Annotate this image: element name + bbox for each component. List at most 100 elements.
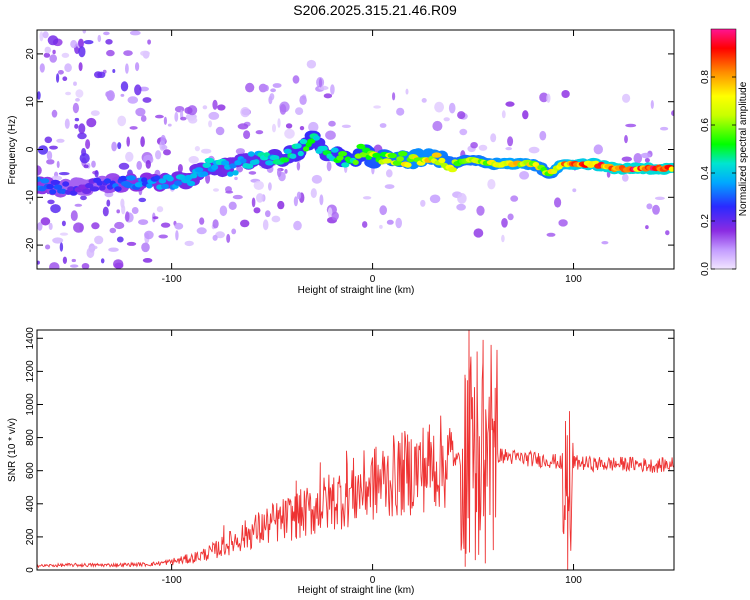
noise-blob	[202, 105, 208, 110]
ridge-blob	[398, 151, 408, 157]
noise-blob	[660, 126, 669, 131]
ridge-blob	[392, 160, 403, 166]
noise-blob	[100, 258, 105, 264]
colorbar-gradient	[710, 28, 737, 270]
noise-blob	[624, 135, 628, 144]
noise-blob	[129, 126, 138, 130]
noise-blob	[174, 111, 179, 122]
noise-blob	[601, 241, 609, 245]
noise-blob	[501, 110, 506, 119]
noise-blob	[299, 95, 307, 105]
noise-blob	[373, 105, 381, 109]
colorbar-tick-label: 0.6	[700, 118, 711, 132]
noise-blob	[501, 218, 508, 228]
noise-blob	[160, 222, 171, 228]
noise-blob	[94, 170, 99, 178]
noise-blob	[325, 130, 336, 140]
noise-blob	[49, 145, 58, 150]
noise-blob	[392, 92, 396, 101]
ridge-blob	[118, 175, 128, 182]
noise-blob	[37, 91, 41, 100]
noise-blob	[271, 215, 281, 223]
ridge-blob	[387, 152, 397, 159]
noise-blob	[83, 164, 89, 169]
ridge-blob	[126, 175, 136, 181]
noise-blob	[142, 258, 153, 263]
noise-blob	[64, 63, 72, 73]
ridge-blob	[269, 155, 280, 161]
noise-blob	[487, 179, 496, 190]
ridge-blob	[158, 178, 167, 184]
noise-blob	[331, 211, 339, 221]
noise-blob	[237, 123, 249, 130]
snr-y-label: SNR (10 * v/v)	[7, 418, 18, 482]
ridge-blob	[67, 186, 75, 192]
noise-blob	[73, 81, 77, 86]
ridge-blob	[211, 164, 219, 170]
noise-blob	[528, 146, 540, 154]
noise-blob	[448, 102, 456, 114]
noise-blob	[141, 242, 150, 253]
noise-blob	[386, 169, 393, 178]
ridge-blob	[447, 166, 457, 173]
noise-blob	[90, 245, 98, 250]
ridge-blob	[382, 158, 392, 164]
noise-blob	[125, 211, 130, 222]
noise-blob	[253, 180, 264, 190]
ridge-blob	[229, 163, 237, 169]
noise-blob	[78, 123, 86, 134]
noise-blob	[74, 117, 80, 122]
noise-blob	[644, 158, 650, 163]
noise-blob	[478, 144, 488, 151]
ridge-blob	[99, 185, 106, 191]
noise-blob	[507, 136, 514, 147]
colorbar: 0.0 0.2 0.4 0.6 0.8 Normalized spectral ampl…	[700, 28, 749, 276]
noise-blob	[116, 209, 120, 214]
noise-blob	[56, 160, 60, 169]
colorbar-ticks: 0.0 0.2 0.4 0.6 0.8	[700, 70, 736, 276]
noise-blob	[263, 84, 269, 92]
ridge-blob	[232, 170, 239, 176]
figure-title: S206.2025.315.21.46.R09	[293, 2, 457, 18]
noise-blob	[272, 123, 276, 133]
noise-blob	[405, 88, 409, 95]
noise-blob	[174, 106, 185, 113]
noise-blob	[284, 128, 295, 139]
noise-blob	[111, 141, 117, 152]
noise-blob	[295, 107, 304, 115]
ridge-blob	[37, 176, 42, 182]
ridge-blob	[303, 146, 310, 152]
noise-blob	[572, 188, 577, 193]
noise-blob	[319, 194, 324, 206]
noise-blob	[490, 133, 497, 143]
spectrogram-y-label: Frequency (Hz)	[7, 116, 18, 185]
noise-blob	[37, 222, 43, 231]
ridge-blob	[338, 151, 348, 157]
noise-blob	[558, 219, 568, 227]
noise-blob	[78, 62, 83, 72]
y-tick-label: 600	[25, 462, 36, 479]
noise-blob	[61, 52, 70, 58]
noise-blob	[310, 188, 317, 199]
noise-blob	[296, 191, 302, 200]
ridge-blob	[200, 171, 209, 177]
ridge-blob	[161, 183, 169, 190]
noise-blob	[184, 107, 193, 114]
noise-blob	[327, 207, 333, 219]
ridge-blob	[50, 179, 60, 186]
ridge-blob	[668, 166, 674, 172]
y-tick-label: 20	[25, 48, 36, 60]
noise-blob	[161, 145, 168, 150]
noise-blob	[519, 171, 530, 180]
noise-blob	[625, 123, 637, 128]
noise-blob	[292, 75, 300, 84]
noise-blob	[546, 93, 551, 103]
y-tick-label: 0	[25, 146, 36, 152]
snr-frame	[36, 329, 675, 571]
noise-blob	[272, 83, 282, 88]
ridge-blob	[341, 162, 350, 168]
noise-blob	[256, 193, 264, 203]
ridge-blob	[247, 151, 255, 157]
noise-blob	[208, 111, 220, 120]
